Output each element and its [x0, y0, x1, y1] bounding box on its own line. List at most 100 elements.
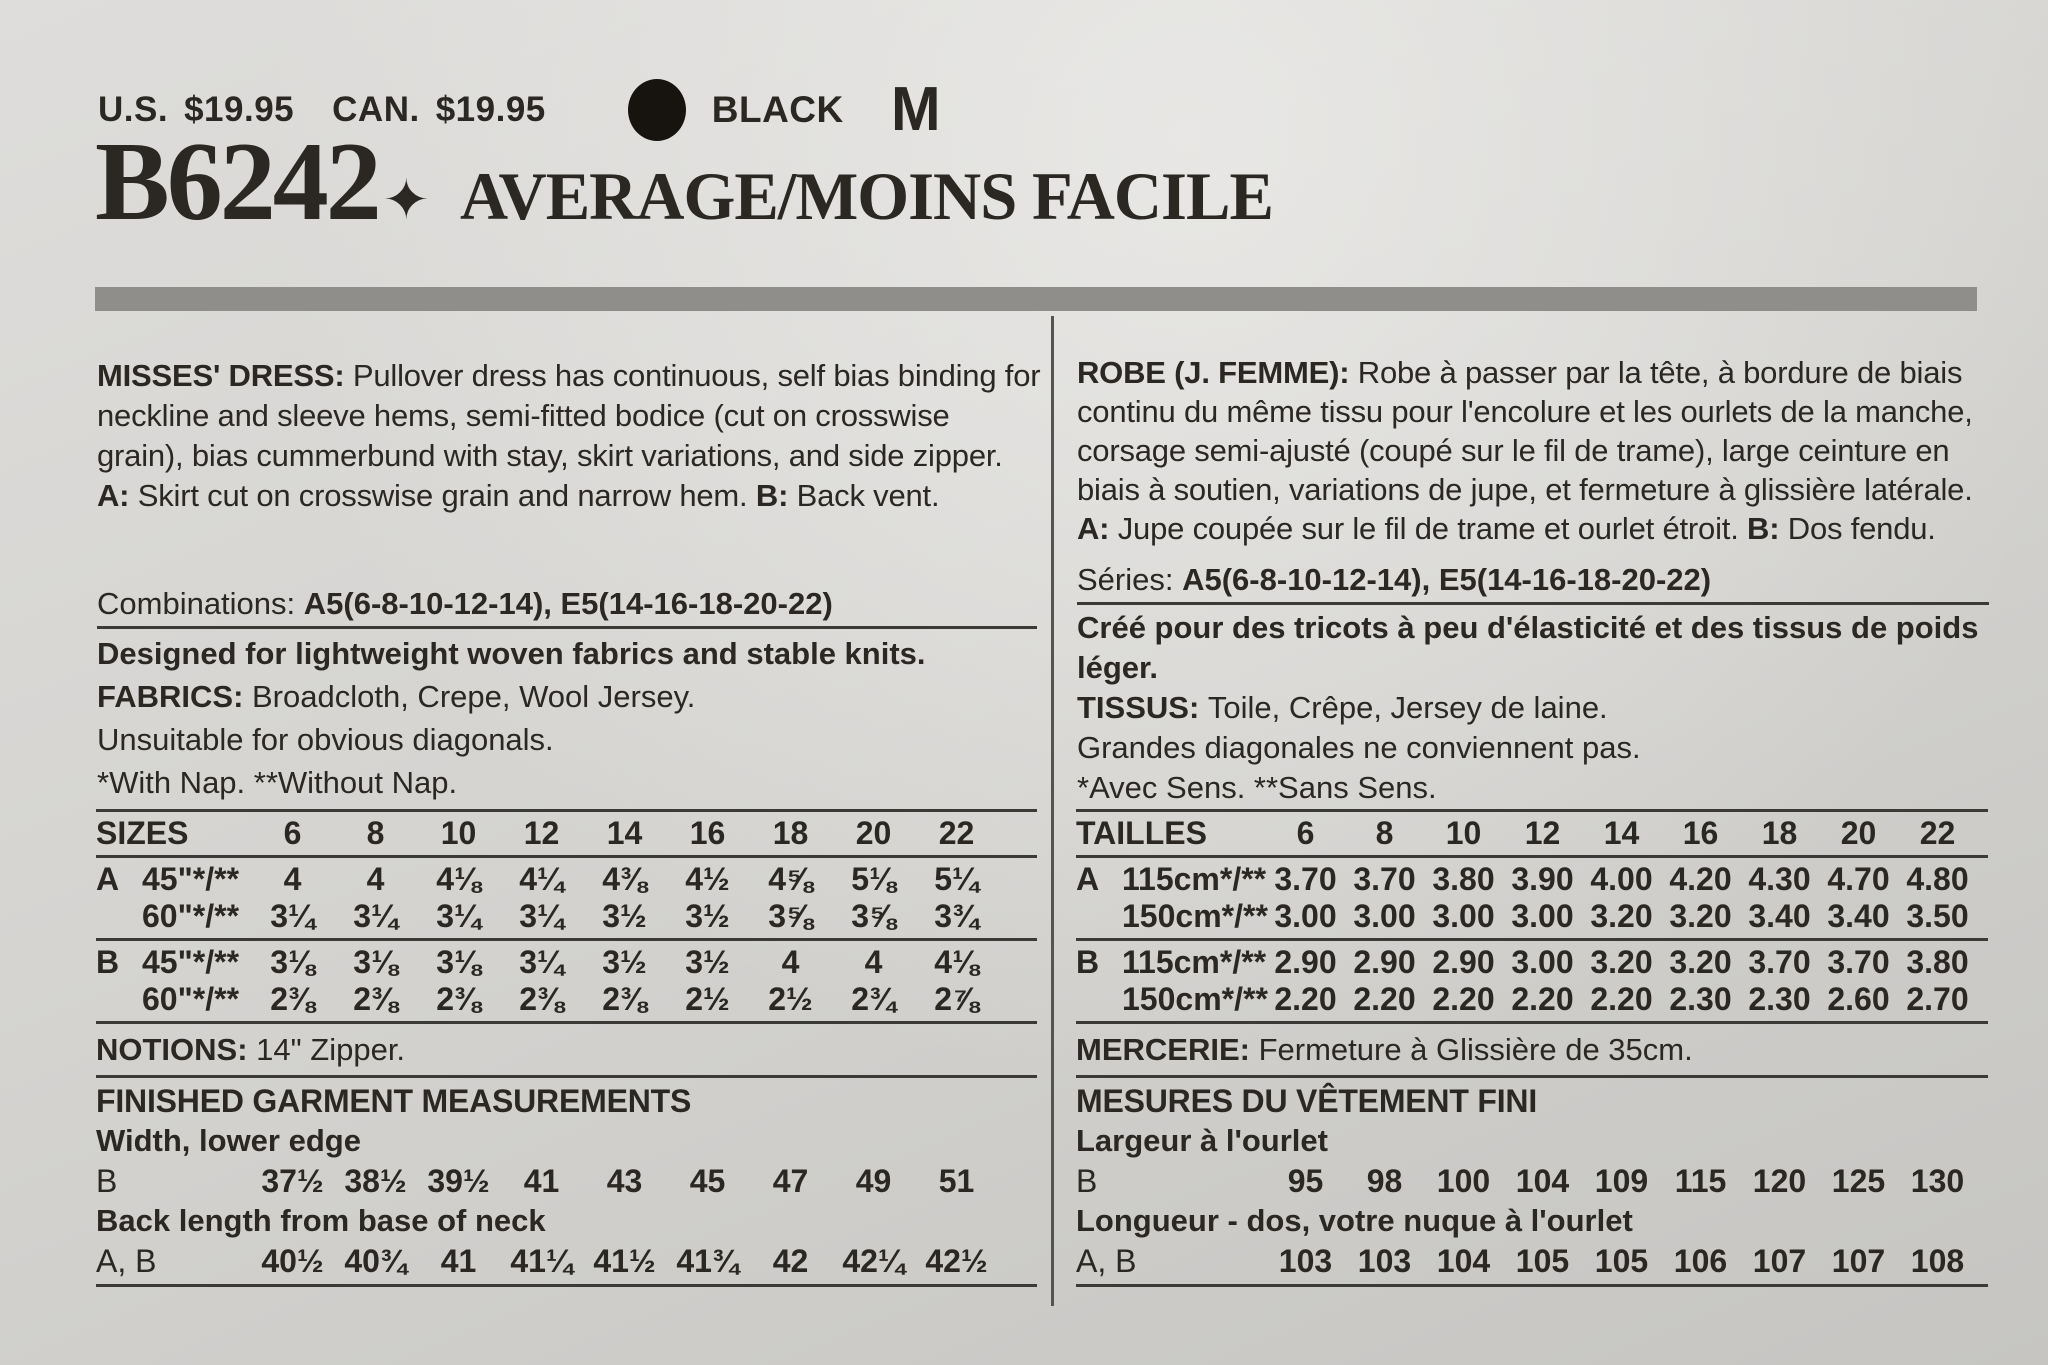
text-segment: A5(6-8-10-12-14), E5(14-16-18-20-22): [303, 586, 833, 621]
table-cell: 16: [1682, 815, 1719, 851]
series-line: Séries: A5(6-8-10-12-14), E5(14-16-18-20…: [1077, 560, 1989, 605]
notions-line: NOTIONS: 14" Zipper.: [96, 1027, 1037, 1072]
row-label: TAILLES: [1076, 815, 1207, 851]
header-divider-bar: [95, 287, 1977, 311]
text-segment: Pullover dress has continuous, self bias…: [97, 358, 1041, 473]
table-cell: 4⅛: [436, 861, 481, 897]
row-label: A, B: [96, 1243, 157, 1279]
table-cell: 3.40: [1748, 898, 1811, 934]
text-segment: Robe à passer par la tête, à bordure de …: [1077, 355, 1973, 507]
table-row: A, B 103 103 104 105 105 106 107 107 108: [1076, 1241, 1988, 1281]
column-divider: [1051, 316, 1054, 1306]
black-color-swatch-icon: [627, 78, 686, 141]
table-cell: 2.20: [1274, 981, 1337, 1017]
mercerie-line: MERCERIE: Fermeture à Glissière de 35cm.: [1076, 1027, 1988, 1072]
table-cell: 2.90: [1432, 944, 1495, 980]
measurements-title: MESURES DU VÊTEMENT FINI: [1076, 1083, 1538, 1119]
table-cell: 18: [772, 815, 809, 851]
rule: [96, 1021, 1037, 1024]
rule: [1076, 938, 1988, 941]
measurement-label: Largeur à l'ourlet: [1076, 1123, 1328, 1158]
table-cell: 2⅞: [934, 981, 979, 1017]
table-cell: 3⅛: [353, 944, 398, 980]
table-row: SIZES 6 8 10 12 14 16 18 20 22: [96, 815, 1037, 852]
table-cell: 4: [283, 861, 302, 897]
diamond-star-icon: ✦: [382, 168, 430, 233]
cree-line: Créé pour des tricots à peu d'élasticité…: [1077, 610, 1979, 685]
table-cell: 2.20: [1511, 981, 1574, 1017]
table-cell: 104: [1436, 1243, 1491, 1279]
rule: [1076, 1075, 1988, 1078]
table-cell: 3.00: [1274, 898, 1337, 934]
sens-line: *Avec Sens. **Sans Sens.: [1077, 770, 1437, 805]
table-cell: 3.20: [1590, 944, 1653, 980]
combinations-line: Combinations: A5(6-8-10-12-14), E5(14-16…: [97, 584, 1037, 629]
size-table-french: TAILLES 6 8 10 12 14 16 18 20 22 A 115cm*/** 3.70 3.7…: [1076, 809, 1988, 1024]
table-cell: 3¼: [436, 898, 481, 934]
table-cell: 5¼: [934, 861, 979, 897]
table-cell: 3⅝: [768, 898, 813, 934]
text-segment: Skirt cut on crosswise grain and narrow …: [137, 478, 756, 513]
table-row: B 95 98 100 104 109 115 120 125 130: [1076, 1161, 1988, 1201]
table-cell: 4.00: [1590, 861, 1653, 897]
table-cell: 3¼: [519, 898, 564, 934]
table-cell: 3.20: [1669, 898, 1732, 934]
table-cell: 3.40: [1827, 898, 1890, 934]
fabric-info-english: Combinations: A5(6-8-10-12-14), E5(14-16…: [97, 584, 1037, 804]
table-cell: 3.00: [1432, 898, 1495, 934]
table-cell: 8: [366, 815, 385, 851]
table-cell: 120: [1752, 1163, 1807, 1199]
table-cell: 41: [440, 1243, 477, 1279]
table-cell: 3.80: [1906, 944, 1969, 980]
can-price-label: CAN.: [332, 89, 420, 129]
table-cell: 3.90: [1511, 861, 1574, 897]
text-segment: Séries:: [1077, 562, 1183, 597]
table-cell: 18: [1761, 815, 1798, 851]
description-english: MISSES' DRESS: Pullover dress has contin…: [97, 356, 1042, 516]
table-cell: 40¾: [344, 1243, 407, 1279]
table-cell: 5⅛: [851, 861, 896, 897]
table-cell: 42¼: [842, 1243, 905, 1279]
text-segment: Broadcloth, Crepe, Wool Jersey.: [252, 679, 696, 714]
table-cell: 104: [1515, 1163, 1570, 1199]
text-segment: MERCERIE:: [1076, 1032, 1259, 1067]
table-cell: 20: [1840, 815, 1877, 851]
table-cell: 100: [1436, 1163, 1491, 1199]
table-row: 60"*/** 3¼ 3¼ 3¼ 3¼ 3½ 3½ 3⅝ 3⅝ 3¾: [96, 898, 1037, 935]
table-cell: 4⅜: [602, 861, 647, 897]
table-cell: 3⅛: [436, 944, 481, 980]
table-cell: 10: [440, 815, 477, 851]
diagonales-line: Grandes diagonales ne conviennent pas.: [1077, 730, 1641, 765]
measurements-title: FINISHED GARMENT MEASUREMENTS: [96, 1083, 692, 1119]
table-cell: 3¾: [934, 898, 979, 934]
table-cell: 3.00: [1511, 898, 1574, 934]
measurement-label: Width, lower edge: [96, 1123, 361, 1158]
description-french: ROBE (J. FEMME): Robe à passer par la tê…: [1077, 353, 1995, 548]
text-segment: FABRICS:: [97, 679, 252, 714]
table-cell: 49: [855, 1163, 892, 1199]
table-cell: 2.20: [1353, 981, 1416, 1017]
row-label: A 115cm*/**: [1076, 861, 1267, 897]
table-row: TAILLES 6 8 10 12 14 16 18 20 22: [1076, 815, 1988, 852]
table-cell: 2½: [768, 981, 813, 1017]
color-name: BLACK: [711, 88, 844, 130]
rule: [96, 809, 1037, 812]
table-cell: 41: [523, 1163, 560, 1199]
text-segment: Jupe coupée sur le fil de trame et ourle…: [1117, 511, 1748, 546]
rule: [96, 1075, 1037, 1078]
table-cell: 2.90: [1353, 944, 1416, 980]
table-cell: 37½: [261, 1163, 324, 1199]
table-cell: 2⅜: [602, 981, 647, 1017]
table-cell: 4.70: [1827, 861, 1890, 897]
table-cell: 41¾: [676, 1243, 739, 1279]
table-cell: 125: [1831, 1163, 1886, 1199]
table-row: A 45"*/** 4 4 4⅛ 4¼ 4⅜ 4½ 4⅝ 5⅛ 5¼: [96, 861, 1037, 898]
row-label: 60"*/**: [142, 981, 240, 1017]
table-cell: 6: [283, 815, 302, 851]
table-cell: 2⅜: [353, 981, 398, 1017]
table-cell: 6: [1296, 815, 1315, 851]
table-cell: 42½: [925, 1243, 988, 1279]
text-segment: Toile, Crêpe, Jersey de laine.: [1207, 690, 1608, 725]
table-cell: 2⅜: [519, 981, 564, 1017]
